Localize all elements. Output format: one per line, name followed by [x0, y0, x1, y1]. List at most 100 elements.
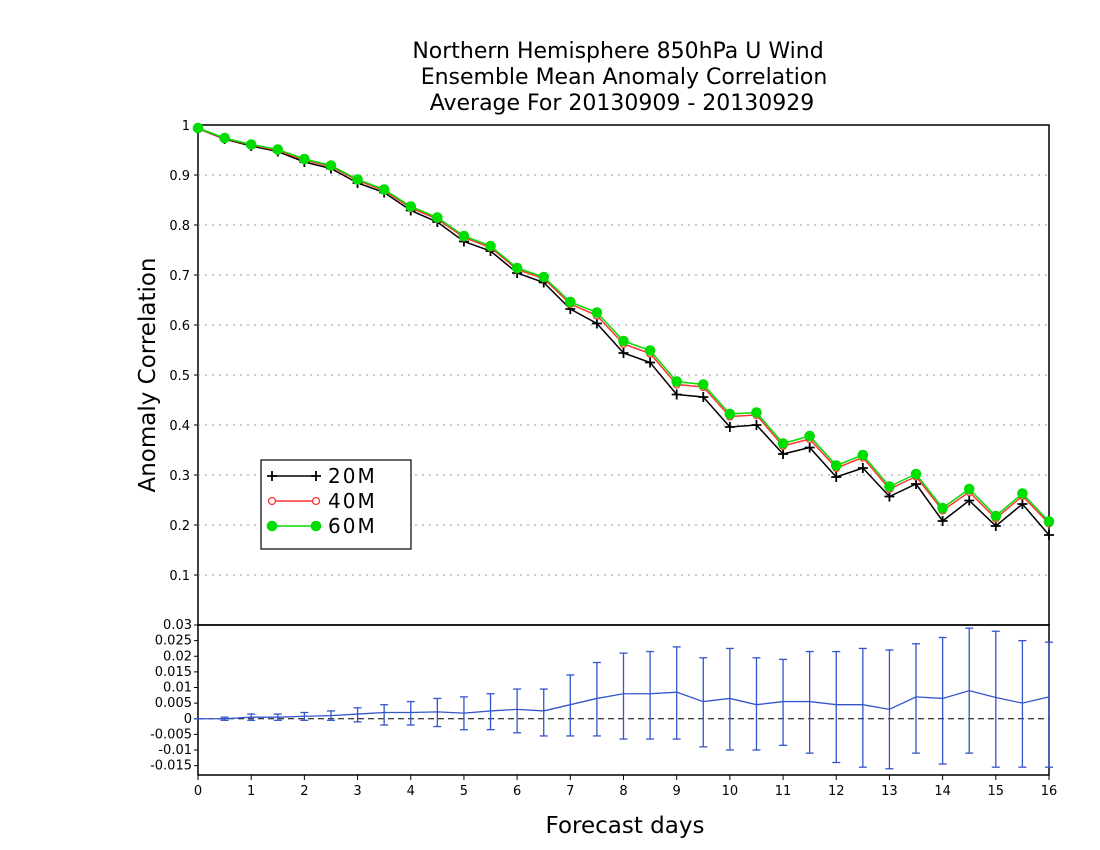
legend-marker	[311, 471, 321, 481]
title-line-3: Average For 20130909 - 20130929	[430, 91, 815, 116]
data-point	[751, 420, 762, 430]
x-tick-label: 6	[513, 784, 521, 799]
data-point	[910, 468, 922, 480]
data-point	[432, 212, 443, 223]
data-point	[485, 240, 496, 252]
legend-marker	[267, 471, 277, 481]
x-tick-label: 10	[722, 784, 739, 799]
x-tick-label: 15	[988, 784, 1005, 799]
data-point	[777, 438, 789, 449]
x-tick-label: 16	[1041, 784, 1058, 799]
y-tick-label: -0.005	[150, 727, 192, 742]
data-point	[884, 481, 895, 492]
data-point	[857, 463, 868, 473]
data-point	[751, 407, 762, 418]
y-tick-label: 0.02	[163, 649, 192, 664]
chart-title: Northern Hemisphere 850hPa U Wind Ensemb…	[412, 39, 827, 116]
data-point	[192, 122, 204, 134]
data-point	[378, 184, 390, 195]
legend-marker	[310, 520, 322, 532]
y-tick-label: 0.9	[169, 169, 190, 184]
data-point	[565, 296, 576, 308]
x-tick-label: 13	[881, 784, 898, 799]
data-point	[990, 521, 1001, 531]
data-point	[671, 389, 682, 400]
x-tick-label: 14	[934, 784, 951, 799]
x-axis: 0 1 2 3 4 5 6 7 8 9 10 11 12 13 14 15 16	[194, 775, 1057, 799]
y-tick-label: 0.005	[155, 696, 192, 711]
data-point	[538, 271, 550, 283]
x-tick-label: 8	[619, 784, 627, 799]
data-point	[1044, 530, 1054, 540]
data-point	[1017, 488, 1028, 499]
y-tick-label: 0.8	[169, 219, 190, 234]
x-tick-label: 5	[460, 784, 468, 799]
y-tick-label: 0.4	[169, 419, 190, 434]
data-point	[937, 502, 948, 514]
y-axis-label: Anomaly Correlation	[135, 257, 161, 492]
data-point	[245, 139, 257, 150]
data-point	[618, 335, 629, 347]
data-point	[645, 357, 656, 368]
data-point	[937, 516, 948, 526]
y-tick-label: 0.01	[163, 681, 192, 696]
title-line-1: Northern Hemisphere 850hPa U Wind	[412, 39, 823, 64]
y-tick-label: -0.01	[158, 743, 192, 758]
legend-label: 60M	[328, 514, 377, 538]
x-tick-label: 1	[247, 784, 255, 799]
y-tick-label: 0.5	[169, 369, 190, 384]
data-point	[724, 422, 735, 432]
y-tick-label: 0.3	[169, 469, 190, 484]
y-tick-label: 0.03	[163, 618, 192, 633]
legend-label: 20M	[328, 464, 377, 488]
x-tick-label: 7	[566, 784, 574, 799]
difference-plot-area: 0.030.0250.020.0150.010.0050-0.005-0.01-…	[150, 618, 1053, 776]
x-tick-label: 11	[775, 784, 792, 799]
data-point	[618, 348, 629, 358]
data-point	[325, 160, 337, 171]
title-line-2: Ensemble Mean Anomaly Correlation	[421, 65, 828, 90]
data-point	[804, 442, 815, 453]
data-point	[591, 307, 603, 318]
data-point	[964, 495, 975, 506]
y-tick-label: 0.6	[169, 319, 190, 334]
series-60M	[192, 122, 1055, 527]
difference-line	[198, 689, 1050, 720]
y-tick-label: 0.7	[169, 269, 190, 284]
x-tick-label: 9	[673, 784, 681, 799]
legend-box	[260, 459, 412, 550]
y-tick-label: 0.2	[169, 519, 190, 534]
data-point	[963, 483, 975, 495]
legend-marker	[267, 496, 277, 506]
data-point	[698, 392, 709, 402]
legend-label: 40M	[328, 489, 377, 513]
data-point	[724, 408, 736, 420]
y-tick-label: 0.025	[155, 634, 192, 649]
y-tick-label: -0.015	[150, 759, 192, 774]
y-tick-label: 0.015	[155, 665, 192, 680]
data-point	[831, 472, 842, 482]
data-point	[804, 430, 815, 442]
data-point	[352, 174, 363, 185]
data-point	[1043, 516, 1055, 527]
data-point	[272, 144, 284, 155]
data-point	[458, 230, 470, 242]
y-tick-label: 1	[182, 119, 190, 134]
x-tick-label: 0	[194, 784, 202, 799]
y-tick-label: 0.1	[169, 569, 190, 584]
data-point	[778, 449, 789, 459]
data-point	[405, 201, 417, 212]
legend-item-60M: 60M	[266, 514, 377, 538]
legend-marker	[266, 520, 278, 532]
x-tick-label: 2	[300, 784, 308, 799]
data-point	[911, 479, 922, 489]
data-point	[1017, 499, 1028, 509]
data-point	[219, 132, 230, 144]
legend-item-20M: 20M	[267, 464, 377, 488]
x-tick-label: 12	[828, 784, 845, 799]
x-tick-label: 3	[353, 784, 361, 799]
data-point	[299, 153, 310, 165]
data-point	[830, 460, 842, 471]
